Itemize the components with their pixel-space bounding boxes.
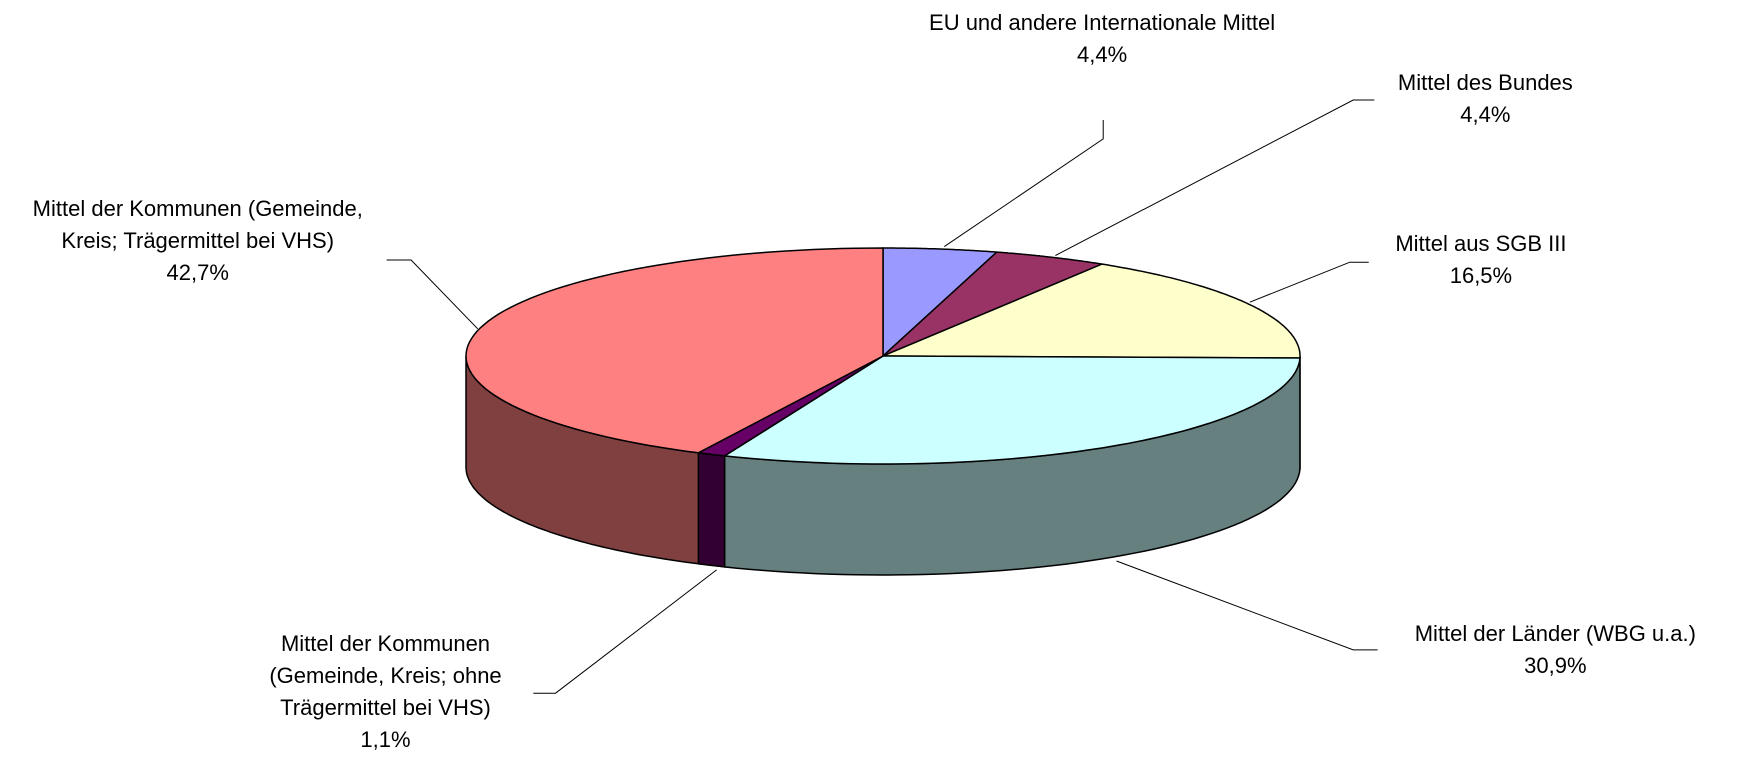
value-label: 4,4%	[1460, 101, 1511, 127]
leader-line	[386, 259, 479, 330]
value-label: 42,7%	[166, 260, 229, 286]
slice	[465, 247, 884, 454]
slice	[882, 263, 1301, 359]
slice-label: Mittel der Kommunen (Gemeinde, Kreis; oh…	[232, 628, 540, 756]
leader-line	[1116, 560, 1378, 651]
value-label: 30,9%	[1524, 652, 1587, 678]
slice-label: Mittel der Kommunen (Gemeinde, Kreis; Tr…	[12, 193, 384, 289]
value-label: 4,4%	[1077, 41, 1128, 67]
leader-line	[944, 120, 1104, 248]
category-name: Mittel der Kommunen (Gemeinde, Kreis; oh…	[269, 630, 502, 720]
slice	[882, 247, 999, 358]
value-label: 1,1%	[360, 726, 411, 752]
slice	[882, 251, 1105, 357]
leader-line	[533, 569, 717, 694]
value-label: 16,5%	[1449, 262, 1513, 288]
category-name: Mittel des Bundes	[1397, 69, 1573, 95]
slice-side	[697, 451, 726, 568]
slice-label: Mittel des Bundes 4,4%	[1355, 67, 1615, 131]
leader-line	[1055, 99, 1375, 256]
slice	[722, 355, 1301, 465]
leader-line	[1249, 261, 1369, 303]
category-name: Mittel aus SGB III	[1395, 230, 1567, 256]
slice-label: Mittel aus SGB III 16,5%	[1351, 228, 1611, 292]
slice-label: EU und andere Internationale Mittel 4,4%	[917, 7, 1287, 71]
category-name: Mittel der Länder (WBG u.a.)	[1414, 620, 1696, 646]
category-name: EU und andere Internationale Mittel	[929, 9, 1276, 35]
slice-label: Mittel der Länder (WBG u.a.) 30,9%	[1375, 618, 1735, 682]
category-name: Mittel der Kommunen (Gemeinde, Kreis; Tr…	[32, 196, 363, 254]
